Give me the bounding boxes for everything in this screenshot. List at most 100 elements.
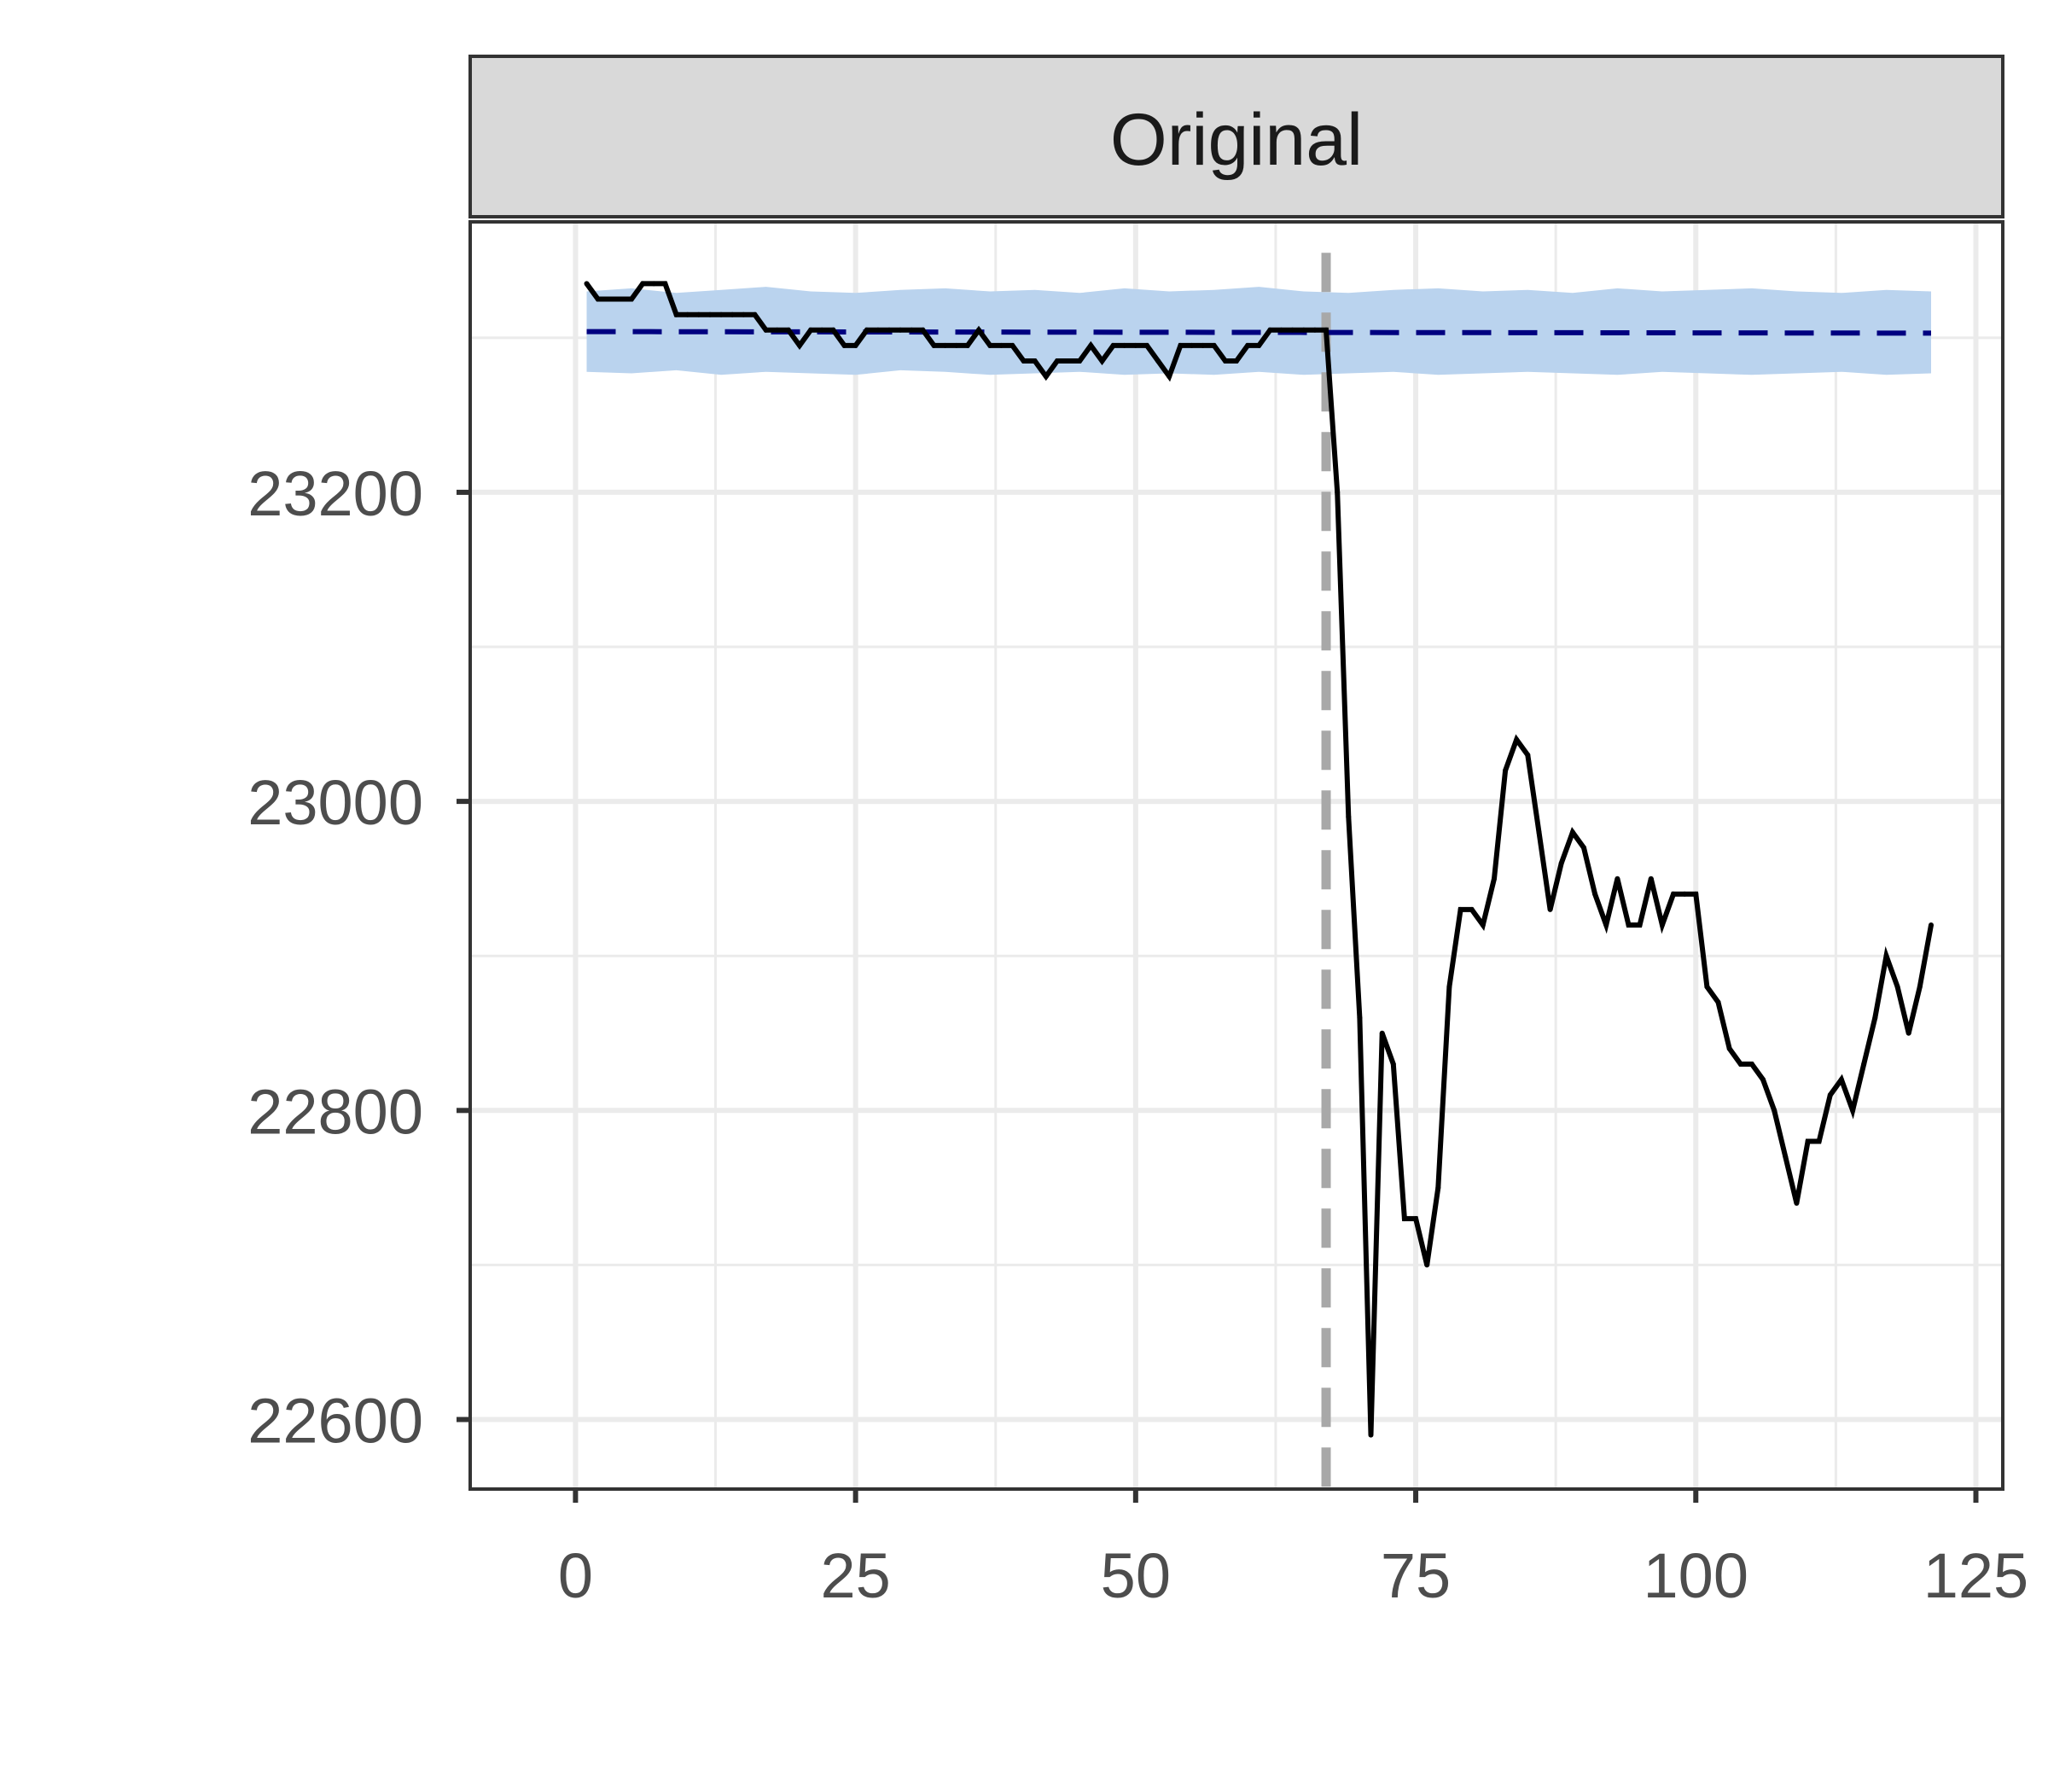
observed-point — [774, 327, 780, 333]
observed-point — [1009, 342, 1015, 348]
observed-point — [887, 327, 892, 333]
observed-point — [964, 342, 970, 348]
observed-point — [1144, 342, 1149, 348]
observed-point — [1368, 1432, 1374, 1438]
observed-point — [987, 342, 993, 348]
observed-point — [1413, 1216, 1419, 1222]
y-axis-tick-label: 22800 — [247, 1076, 423, 1147]
observed-point — [841, 342, 847, 348]
observed-point — [1324, 327, 1329, 333]
observed-point — [1390, 1062, 1396, 1067]
observed-point — [1480, 922, 1486, 928]
observed-point — [1872, 1015, 1878, 1021]
observed-point — [1267, 327, 1273, 333]
observed-point — [931, 342, 937, 348]
observed-point — [1155, 358, 1161, 364]
observed-point — [1357, 1015, 1363, 1021]
observed-point — [1457, 906, 1463, 912]
observed-point — [1335, 489, 1341, 495]
observed-point — [1234, 358, 1239, 364]
observed-point — [1558, 860, 1564, 866]
plot-panel-border — [468, 220, 2004, 1491]
y-axis-tick-label: 23200 — [247, 458, 423, 529]
observed-point — [1424, 1262, 1430, 1268]
observed-point — [719, 311, 724, 317]
observed-point — [1032, 358, 1038, 364]
observed-point — [651, 281, 657, 287]
observed-point — [1077, 358, 1083, 364]
observed-point — [1088, 342, 1094, 348]
predicted-line — [586, 329, 1932, 336]
observed-point — [875, 327, 881, 333]
observed-point — [1189, 342, 1195, 348]
observed-point — [808, 327, 814, 333]
x-axis-tick-label: 25 — [820, 1540, 890, 1611]
observed-point — [730, 311, 736, 317]
grid-minor — [470, 222, 2003, 1489]
observed-point — [1401, 1216, 1407, 1222]
observed-point — [1726, 1045, 1732, 1051]
observed-point — [1043, 374, 1049, 380]
observed-point — [1637, 922, 1643, 928]
x-axis-tick-label: 75 — [1381, 1540, 1451, 1611]
observed-point — [1121, 342, 1127, 348]
observed-point — [1693, 891, 1699, 897]
observed-point — [1066, 358, 1072, 364]
observed-point — [1178, 342, 1184, 348]
observed-point — [864, 327, 870, 333]
x-axis-tick-label: 0 — [558, 1540, 593, 1611]
observed-point — [1615, 876, 1620, 881]
observed-point — [1547, 906, 1553, 912]
observed-point — [1435, 1184, 1441, 1190]
observed-point — [1715, 999, 1721, 1005]
observed-point — [1929, 922, 1934, 928]
observed-point — [1659, 922, 1665, 928]
observed-point — [1917, 984, 1923, 990]
observed-point — [1748, 1062, 1754, 1067]
observed-point — [707, 311, 713, 317]
observed-point — [785, 327, 791, 333]
observed-point — [953, 342, 959, 348]
observed-point — [1704, 984, 1710, 990]
observed-point — [1682, 891, 1688, 897]
observed-point — [1838, 1077, 1844, 1083]
x-axis-tick-label: 100 — [1644, 1540, 1748, 1611]
observed-point — [1883, 953, 1889, 959]
observed-point — [1300, 327, 1306, 333]
observed-point — [1346, 814, 1352, 820]
observed-point — [819, 327, 825, 333]
observed-point — [673, 311, 679, 317]
observed-point — [1469, 906, 1475, 912]
observed-point — [1648, 876, 1654, 881]
grid-major — [470, 222, 2003, 1489]
facet-strip — [468, 55, 2004, 218]
observed-point — [1603, 922, 1609, 928]
facet-strip-label: Original — [1110, 99, 1363, 181]
observed-point — [617, 296, 623, 302]
observed-point — [998, 342, 1004, 348]
observed-point — [1200, 342, 1206, 348]
observed-point — [1805, 1138, 1811, 1144]
observed-line-layer — [584, 281, 1934, 1438]
observed-point — [1514, 736, 1520, 742]
observed-point — [1167, 374, 1172, 380]
observed-point — [942, 342, 948, 348]
observed-point — [1132, 342, 1138, 348]
observed-point — [1110, 342, 1116, 348]
observed-point — [1379, 1030, 1385, 1036]
observed-point — [1256, 342, 1262, 348]
observed-point — [695, 311, 701, 317]
observed-point — [1222, 358, 1228, 364]
observed-point — [909, 327, 915, 333]
observed-point — [1783, 1154, 1789, 1160]
observed-point — [1581, 845, 1586, 851]
observed-point — [1099, 358, 1105, 364]
observed-point — [898, 327, 904, 333]
observed-point — [741, 311, 747, 317]
observed-point — [797, 342, 802, 348]
observed-point — [1905, 1030, 1911, 1036]
observed-point — [1827, 1092, 1833, 1098]
observed-point — [1626, 922, 1632, 928]
observed-point — [662, 281, 668, 287]
